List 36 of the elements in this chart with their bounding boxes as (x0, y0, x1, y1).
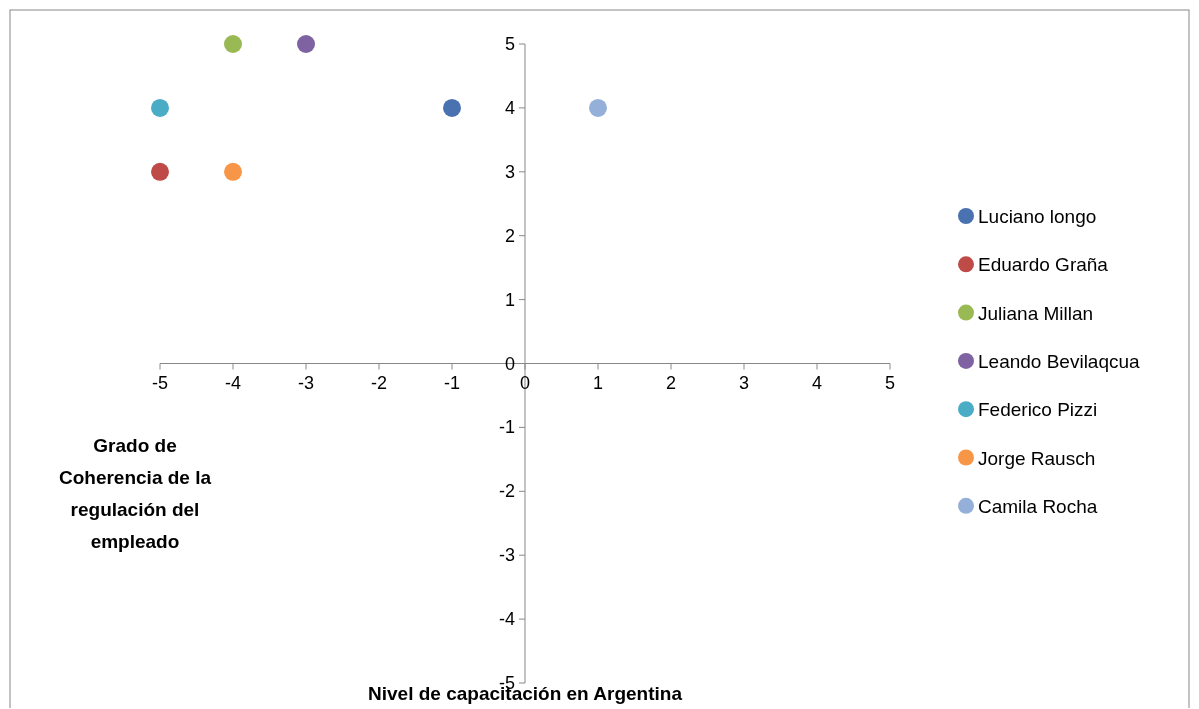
legend-label: Luciano longo (978, 206, 1097, 227)
x-tick-label: -3 (297, 372, 315, 393)
y-tick-label: -2 (498, 481, 515, 502)
y-tick-label: 0 (504, 353, 515, 374)
x-tick-label: 0 (519, 372, 531, 393)
x-tick-label: -1 (443, 372, 461, 393)
x-tick-label: 2 (665, 372, 677, 393)
y-tick-label: 3 (504, 161, 515, 182)
legend-label: Leando Bevilaqcua (978, 350, 1141, 372)
x-tick-label: 5 (884, 372, 896, 393)
point (589, 98, 607, 117)
x-tick-label: 1 (592, 372, 604, 393)
point (224, 35, 242, 53)
y-tick-label: 4 (504, 97, 515, 118)
y-tick-label: 1 (504, 289, 515, 310)
point (224, 162, 242, 181)
point (297, 35, 315, 53)
legend-label: Camila Rocha (978, 495, 1098, 517)
point (443, 98, 461, 117)
y-tick-label: 5 (504, 34, 515, 54)
x-tick-label: 3 (738, 372, 750, 393)
y-tick-label: -4 (498, 609, 515, 630)
y-tick-label: 2 (504, 225, 515, 246)
y-tick-label: -3 (498, 545, 515, 566)
legend-label: Federico Pizzi (978, 399, 1098, 421)
x-tick-label: 4 (811, 372, 823, 393)
legend-label: Juliana Millan (978, 302, 1094, 324)
x-tick-label: -4 (224, 372, 242, 393)
x-tick-label: -5 (151, 372, 169, 393)
legend-label: Eduardo Graña (978, 254, 1109, 276)
point (151, 162, 169, 181)
x-tick-label: -2 (370, 372, 388, 393)
y-axis-title: Grado de Coherencia de la regulación del empleado (58, 435, 212, 552)
legend-label: Jorge Rausch (978, 447, 1096, 469)
point (151, 98, 169, 117)
y-tick-label: -1 (498, 417, 515, 438)
